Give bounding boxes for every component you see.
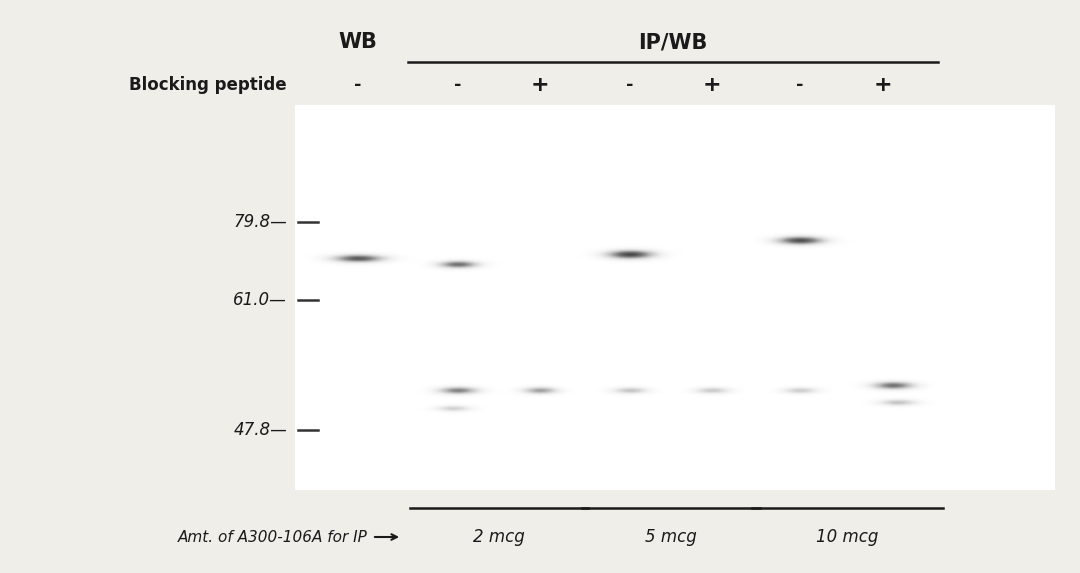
Text: 2 mcg: 2 mcg xyxy=(473,528,525,546)
Text: 47.8—: 47.8— xyxy=(233,421,287,439)
Text: +: + xyxy=(530,75,550,95)
Text: 61.0—: 61.0— xyxy=(233,291,287,309)
Text: -: - xyxy=(455,76,462,94)
Text: +: + xyxy=(874,75,892,95)
Text: 10 mcg: 10 mcg xyxy=(816,528,879,546)
Text: Amt. of A300-106A for IP: Amt. of A300-106A for IP xyxy=(178,529,368,544)
Text: +: + xyxy=(703,75,721,95)
Text: -: - xyxy=(354,76,362,94)
Text: -: - xyxy=(796,76,804,94)
Text: IP/WB: IP/WB xyxy=(638,32,707,52)
Bar xyxy=(295,105,1055,490)
Text: 79.8—: 79.8— xyxy=(233,213,287,231)
Text: Blocking peptide: Blocking peptide xyxy=(130,76,287,94)
Text: WB: WB xyxy=(338,32,377,52)
Text: 5 mcg: 5 mcg xyxy=(645,528,697,546)
Text: -: - xyxy=(626,76,634,94)
